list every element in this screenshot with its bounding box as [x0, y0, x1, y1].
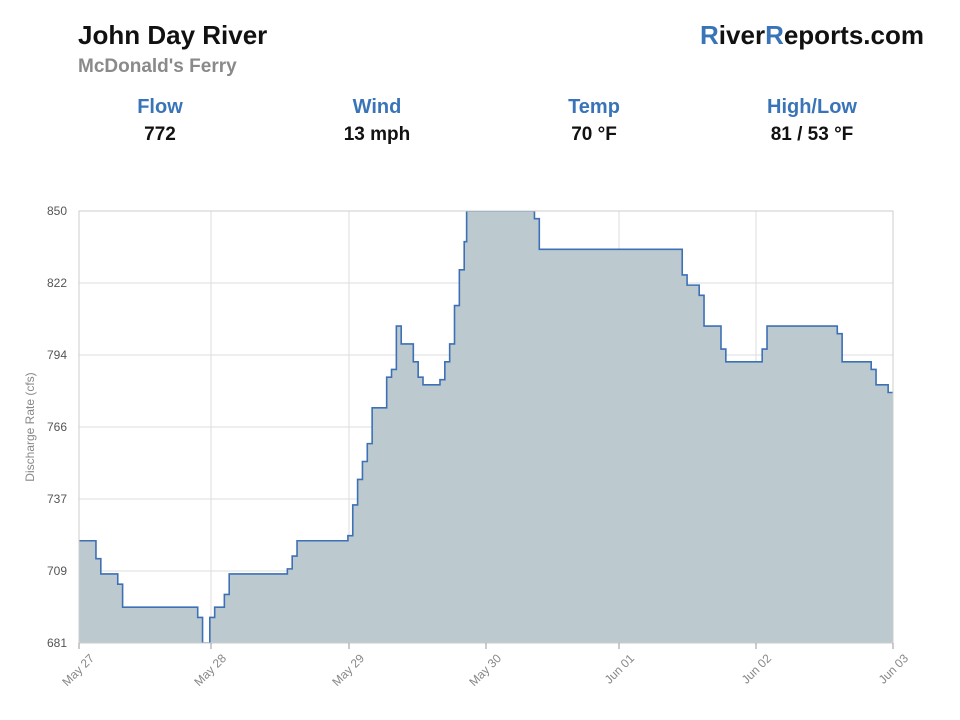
x-tick-label: Jun 03: [876, 651, 912, 687]
brand-part1: iver: [718, 20, 766, 50]
y-tick-label: 850: [47, 204, 67, 218]
brand-logo[interactable]: RiverReports.com: [700, 20, 924, 51]
x-tick-label: May 27: [59, 651, 97, 689]
stat-flow-label: Flow: [137, 96, 183, 118]
x-tick-label: Jun 02: [739, 651, 775, 687]
y-tick-label: 709: [47, 564, 67, 578]
stat-wind-label: Wind: [352, 96, 402, 118]
stat-temp: Temp 70 °F: [484, 96, 704, 146]
y-tick-label: 822: [47, 276, 67, 290]
stat-high-low-value: 81 / 53 °F: [770, 124, 854, 145]
discharge-series-line: [79, 211, 893, 643]
stat-wind-value: 13 mph: [343, 124, 411, 145]
y-tick-label: 681: [47, 636, 67, 650]
x-tick-label: May 30: [466, 651, 504, 689]
discharge-area-fill: [79, 211, 893, 643]
stat-temp-value: 70 °F: [571, 124, 617, 145]
stat-high-low: High/Low 81 / 53 °F: [702, 96, 922, 146]
y-tick-label: 737: [47, 492, 67, 506]
brand-r2: R: [765, 20, 784, 50]
stat-wind: Wind 13 mph: [267, 96, 487, 146]
brand-part2: eports.com: [783, 20, 924, 50]
stat-flow: Flow 772: [50, 96, 270, 146]
river-title: John Day River: [78, 20, 268, 50]
y-axis-title: Discharge Rate (cfs): [23, 372, 37, 481]
x-tick-label: Jun 01: [602, 651, 638, 687]
x-tick-label: May 29: [329, 651, 367, 689]
y-tick-label: 794: [47, 348, 67, 362]
series-layer: [79, 211, 893, 643]
stat-temp-label: Temp: [568, 96, 620, 118]
x-tick-label: May 28: [191, 651, 229, 689]
station-subtitle: McDonald's Ferry: [78, 56, 237, 77]
stat-flow-value: 772: [144, 124, 176, 145]
y-tick-label: 766: [47, 420, 67, 434]
stat-high-low-label: High/Low: [767, 96, 857, 118]
brand-r1: R: [700, 20, 719, 50]
